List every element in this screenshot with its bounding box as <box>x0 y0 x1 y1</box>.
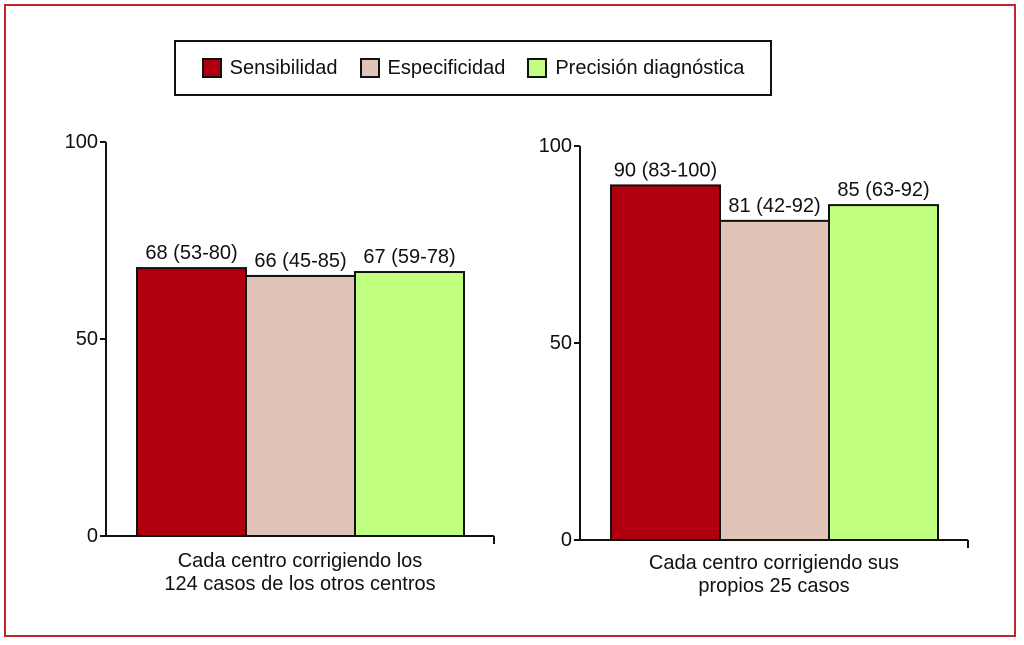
y-tick-label-right-100: 100 <box>539 135 572 157</box>
bar-label-right-precision: 85 (63-92) <box>837 179 929 201</box>
bar-right-sensibilidad <box>610 184 721 541</box>
legend-swatch-sensibilidad <box>201 58 222 78</box>
bar-left-precision <box>354 271 465 537</box>
bar-label-left-sensibilidad: 68 (53-80) <box>145 242 237 264</box>
legend: Sensibilidad Especificidad Precisión dia… <box>174 40 772 96</box>
y-tick-label-left-0: 0 <box>87 525 98 547</box>
bar-left-sensibilidad <box>136 267 247 537</box>
legend-label-especificidad: Especificidad <box>387 56 506 79</box>
bar-label-left-especificidad: 66 (45-85) <box>254 250 346 272</box>
bar-left-especificidad <box>245 274 356 537</box>
caption-right-line-2: propios 25 casos <box>698 575 850 597</box>
bar-label-right-especificidad: 81 (42-92) <box>728 195 820 217</box>
caption-left-line-2: 124 casos de los otros centros <box>164 573 436 595</box>
y-tick-label-left-100: 100 <box>65 131 98 153</box>
legend-item-precision: Precisión diagnóstica <box>527 57 744 80</box>
legend-item-especificidad: Especificidad <box>359 56 506 80</box>
caption-left: Cada centro corrigiendo los 124 casos de… <box>110 550 490 596</box>
legend-item-sensibilidad: Sensibilidad <box>201 56 338 80</box>
legend-swatch-especificidad <box>359 58 380 78</box>
bar-right-precision <box>828 204 939 541</box>
caption-right: Cada centro corrigiendo sus propios 25 c… <box>584 552 964 598</box>
bar-label-right-sensibilidad: 90 (83-100) <box>614 159 717 181</box>
figure-frame <box>4 4 1016 637</box>
legend-label-precision: Precisión diagnóstica <box>555 56 745 79</box>
bar-label-left-precision: 67 (59-78) <box>363 246 455 268</box>
y-tick-label-right-0: 0 <box>561 529 572 551</box>
caption-right-line-1: Cada centro corrigiendo sus <box>648 552 900 574</box>
caption-left-line-1: Cada centro corrigiendo los <box>177 550 423 572</box>
legend-label-sensibilidad: Sensibilidad <box>229 56 338 79</box>
y-tick-label-left-50: 50 <box>76 328 98 350</box>
legend-swatch-precision <box>527 58 548 78</box>
bar-right-especificidad <box>719 219 830 542</box>
y-tick-label-right-50: 50 <box>550 332 572 354</box>
